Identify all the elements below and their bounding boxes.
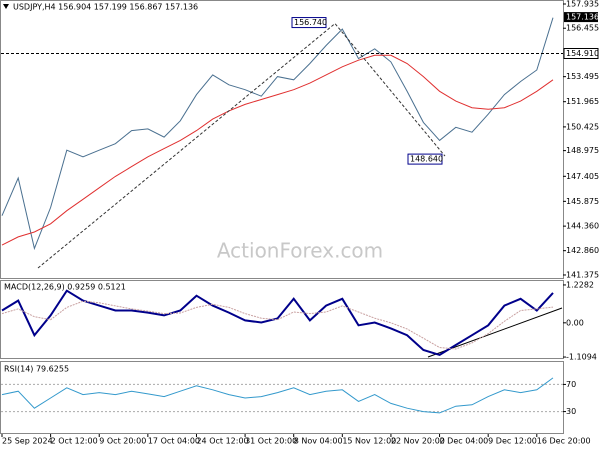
y-tick-label: 70 [566, 380, 576, 389]
watermark: ActionForex.com [217, 239, 383, 263]
y-tick-label: 0.00 [566, 318, 584, 327]
y-tick-label: 153.495 [566, 72, 599, 81]
y-tick-label: 141.375 [566, 270, 599, 279]
last-price-label: 157.136 [566, 13, 599, 22]
y-tick-label: 150.425 [566, 122, 599, 131]
macd-panel [0, 280, 564, 359]
level-label-box [563, 48, 599, 60]
y-tick-label: 157.935 [566, 0, 599, 9]
annotation-box [291, 17, 327, 29]
y-tick-label: 142.860 [566, 246, 599, 255]
annotation-label: 156.740 [294, 18, 327, 27]
y-tick-label: 144.360 [566, 222, 599, 231]
series-line [1, 377, 554, 414]
level-label: 154.910 [566, 49, 599, 58]
rsi-panel [0, 361, 564, 434]
x-tick-label: 25 Sep 2024 [2, 437, 53, 446]
x-tick-label: 2 Oct 12:00 [51, 437, 98, 446]
price-panel [0, 0, 564, 279]
annotation-box [407, 153, 443, 165]
y-tick-label: 145.875 [566, 197, 599, 206]
series-line [1, 300, 554, 350]
series-line [1, 17, 554, 251]
x-tick-label: 17 Oct 04:00 [148, 437, 200, 446]
y-tick-label: 30 [566, 407, 576, 416]
rsi-title: RSI(14) 79.6255 [4, 365, 69, 374]
x-tick-label: 9 Oct 20:00 [99, 437, 146, 446]
y-tick-label: 156.455 [566, 24, 599, 33]
chart-title: USDJPY,H4 156.904 157.199 156.867 157.13… [13, 3, 198, 12]
last-price-box [564, 12, 598, 23]
y-tick-label: -1.1094 [566, 353, 597, 362]
x-tick-label: 8 Nov 04:00 [294, 437, 343, 446]
y-tick-label: 1.2282 [566, 280, 594, 289]
annotation-label: 148.640 [410, 155, 443, 164]
y-tick-label: 151.965 [566, 97, 599, 106]
y-tick-label: 148.975 [566, 146, 599, 155]
series-line [1, 289, 554, 356]
x-tick-label: 15 Nov 12:00 [342, 437, 396, 446]
x-tick-label: 9 Dec 12:00 [488, 437, 537, 446]
x-tick-label: 22 Nov 20:00 [391, 437, 445, 446]
symbol-icon [3, 4, 9, 9]
x-tick-label: 24 Oct 12:00 [196, 437, 248, 446]
x-tick-label: 2 Dec 04:00 [440, 437, 489, 446]
y-tick-label: 147.405 [566, 172, 599, 181]
series-line [1, 54, 554, 246]
x-tick-label: 31 Oct 20:00 [245, 437, 297, 446]
x-tick-label: 16 Dec 20:00 [537, 437, 591, 446]
macd-title: MACD(12,26,9) 0.9259 0.5121 [4, 283, 126, 292]
